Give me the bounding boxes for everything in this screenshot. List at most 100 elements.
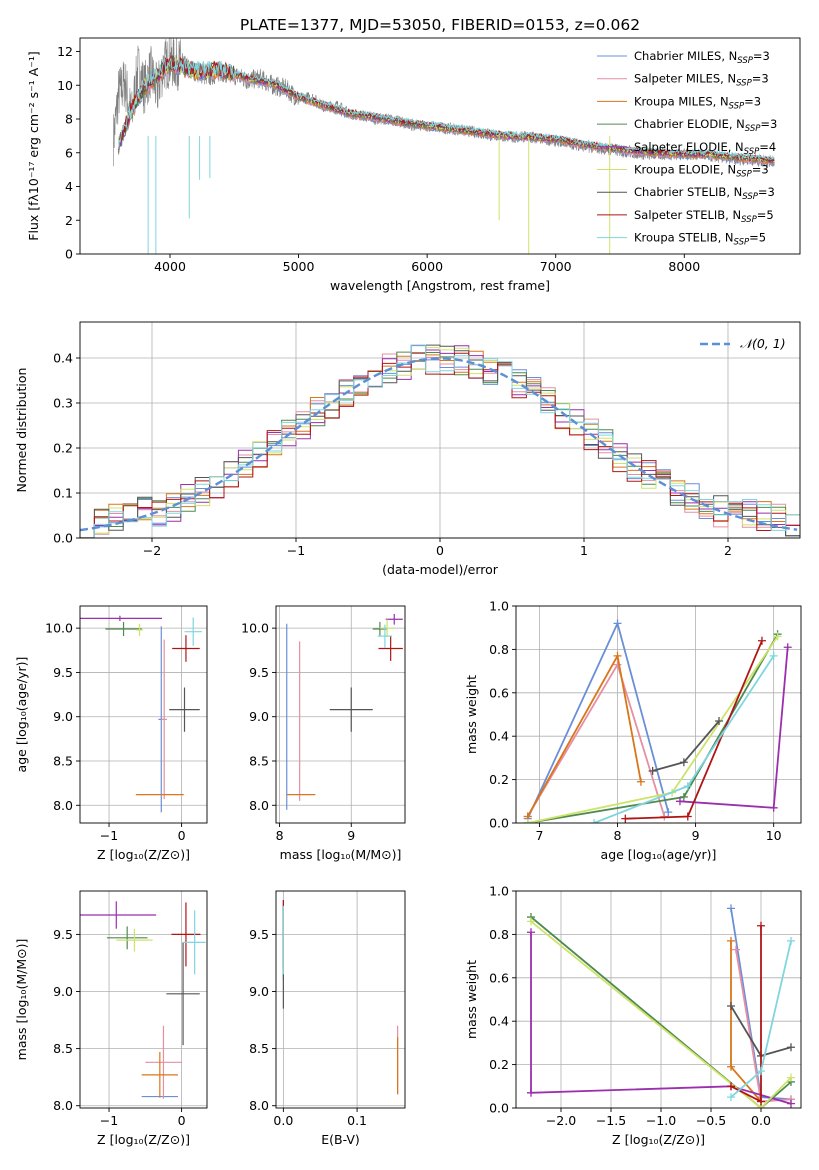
normal-curve [80,357,798,532]
x-tick-label: −1 [100,1113,118,1128]
weight-marker [727,1062,735,1071]
legend-entry: Kroupa ELODIE, NSSP=3 [634,163,769,180]
error-bar-point [106,926,148,950]
y-tick-label: 10 [57,78,73,93]
weight-marker [683,812,692,821]
panels: 4000 5000 6000 7000 8000024681012wavelength … [14,37,802,1147]
y-tick-label: 2 [65,213,73,228]
y-tick-label: 8 [65,112,73,127]
x-tick-label: 2 [724,543,732,558]
y-tick-label: 0.2 [489,772,509,787]
y-axis-label: mass weight [464,960,479,1039]
weight-marker [727,904,735,913]
histogram-3 [80,351,800,538]
y-tick-label: 1.0 [489,884,509,899]
y-tick-label: 9.0 [53,984,73,999]
x-tick-label: 10 [766,828,782,843]
weight-line-1 [735,949,792,1103]
x-tick-label: 8000 [668,259,700,274]
x-axis-label: Z [log₁₀(Z/Z⊙)] [97,847,190,862]
weight-marker [683,782,692,791]
y-tick-label: 0.1 [53,486,73,501]
y-tick-label: 0.6 [489,970,509,985]
weight-line-5 [530,920,792,1108]
weight-marker [757,1067,765,1076]
axes-frame [79,37,801,255]
legend-entry: Chabrier MILES, NSSP=3 [634,49,770,66]
error-bar-point [183,910,206,975]
age_vs_Z-points [80,615,202,813]
y-tick-label: 12 [57,44,73,59]
error-bar-point [145,1025,182,1099]
y-tick-label: 0.4 [53,351,73,366]
axes-frame [515,890,802,1109]
weight-marker [675,797,684,806]
x-tick-label: 1 [580,543,588,558]
mass_vs_Z-points [80,901,206,1099]
x-axis-label: E(B-V) [321,1132,360,1147]
y-tick-label: 0.8 [489,642,509,657]
age_vs_mass-frame: 8 9 8.0 8.5 9.0 9.5 10.0 mass [log₁₀(M/M⊙)] [241,605,406,862]
x-tick-label: 6000 [411,259,443,274]
y-axis-label: mass [log₁₀(M/M⊙)] [14,939,29,1061]
figure-title: PLATE=1377, MJD=53050, FIBERID=0153, z=0… [240,16,640,34]
y-tick-label: 9.5 [53,665,73,680]
legend-entry: Chabrier ELODIE, NSSP=3 [634,117,777,134]
x-axis-label: wavelength [Angstrom, rest frame] [330,278,550,293]
y-tick-label: 0.0 [53,531,73,546]
legend-entry: Salpeter STELIB, NSSP=5 [634,208,774,225]
x-tick-label: 0.1 [347,1113,367,1128]
mass_vs_Z-frame: −1 0 8.0 8.5 9.0 9.5 Z [log₁₀(Z/Z⊙)] mass [log₁… [14,890,208,1147]
y-tick-label: 0.4 [489,729,509,744]
y-tick-label: 8.5 [53,754,73,769]
histogram-steps [80,344,800,538]
axes-frame [79,605,208,824]
error-bar-point [135,623,144,637]
x-tick-label: 7000 [540,259,572,274]
weight-line-0 [526,620,670,820]
weight-marker [757,636,766,645]
y-axis-label: mass weight [464,675,479,754]
weight-marker [727,1082,735,1091]
x-axis-label: Z [log₁₀(Z/Z⊙)] [97,1132,190,1147]
model-spectrum-line-8 [118,57,775,160]
error-bar-point [80,901,157,929]
error-bar-point [377,624,393,648]
spectrum-legend: Chabrier MILES, NSSP=3 Salpeter MILES, NS… [597,49,777,248]
error-bar-point [378,636,403,661]
weight_vs_Z-series [527,904,795,1108]
weight-line-6 [652,720,720,772]
weight-marker [787,936,795,945]
x-tick-label: 0 [178,828,186,843]
x-axis-label: age [log₁₀(age/yr)] [601,847,717,862]
y-tick-label: 0 [65,247,73,262]
y-tick-label: 8.5 [249,754,269,769]
x-tick-label: 0.0 [751,1113,771,1128]
weight-line-3 [527,633,779,823]
y-tick-label: 9.5 [249,665,269,680]
x-tick-label: 9 [347,828,355,843]
y-tick-label: 8.5 [249,1041,269,1056]
y-tick-label: 10.0 [45,621,73,636]
weight-marker [648,766,657,775]
x-tick-label: 7 [535,828,543,843]
y-tick-label: 0.2 [489,1057,509,1072]
x-tick-label: 4000 [154,259,186,274]
weight-marker [787,1073,795,1082]
y-tick-label: 0.3 [53,396,73,411]
spectrum-lines [113,38,775,254]
x-tick-label: 9 [692,828,700,843]
y-tick-label: 8.0 [249,1098,269,1113]
x-tick-label: 0 [178,1113,186,1128]
legend-entry: 𝒩(0, 1) [740,336,786,351]
axes-frame [275,890,406,1109]
mass_vs_ebv-axes [276,891,405,1108]
error-bar-point [184,617,202,646]
weight-marker [727,936,735,945]
y-tick-label: 0.8 [489,927,509,942]
weight-line-5 [527,635,779,823]
y-tick-label: 4 [65,179,73,194]
histogram-4 [80,344,800,538]
weight-marker [727,1093,735,1102]
